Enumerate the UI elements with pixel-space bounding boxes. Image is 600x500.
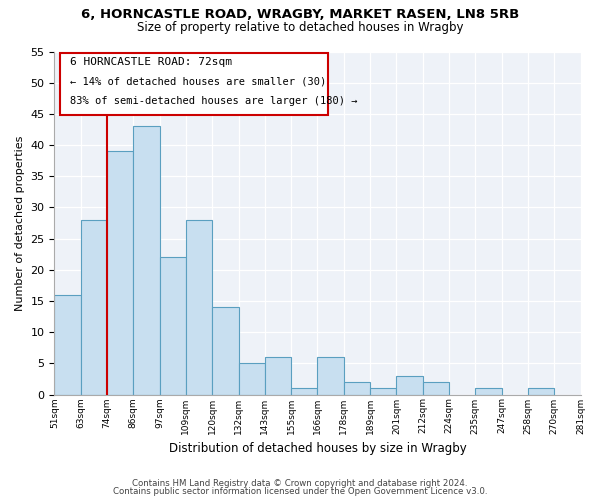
Text: 6, HORNCASTLE ROAD, WRAGBY, MARKET RASEN, LN8 5RB: 6, HORNCASTLE ROAD, WRAGBY, MARKET RASEN… <box>81 8 519 20</box>
Text: ← 14% of detached houses are smaller (30): ← 14% of detached houses are smaller (30… <box>70 76 326 86</box>
Bar <box>528 388 554 394</box>
Bar <box>186 220 212 394</box>
X-axis label: Distribution of detached houses by size in Wragby: Distribution of detached houses by size … <box>169 442 466 455</box>
Y-axis label: Number of detached properties: Number of detached properties <box>15 136 25 310</box>
Text: 83% of semi-detached houses are larger (180) →: 83% of semi-detached houses are larger (… <box>70 96 358 106</box>
Bar <box>55 294 81 394</box>
Bar <box>344 382 370 394</box>
Bar <box>475 388 502 394</box>
Bar <box>291 388 317 394</box>
Bar <box>107 152 133 394</box>
Bar <box>160 258 186 394</box>
Bar <box>317 357 344 395</box>
Bar <box>397 376 422 394</box>
Bar <box>265 357 291 395</box>
Bar <box>133 126 160 394</box>
Text: Size of property relative to detached houses in Wragby: Size of property relative to detached ho… <box>137 21 463 34</box>
Text: 6 HORNCASTLE ROAD: 72sqm: 6 HORNCASTLE ROAD: 72sqm <box>70 56 232 66</box>
Bar <box>81 220 107 394</box>
Text: Contains public sector information licensed under the Open Government Licence v3: Contains public sector information licen… <box>113 487 487 496</box>
FancyBboxPatch shape <box>59 53 328 115</box>
Bar <box>212 307 239 394</box>
Text: Contains HM Land Registry data © Crown copyright and database right 2024.: Contains HM Land Registry data © Crown c… <box>132 478 468 488</box>
Bar <box>370 388 397 394</box>
Bar <box>422 382 449 394</box>
Bar <box>239 364 265 394</box>
